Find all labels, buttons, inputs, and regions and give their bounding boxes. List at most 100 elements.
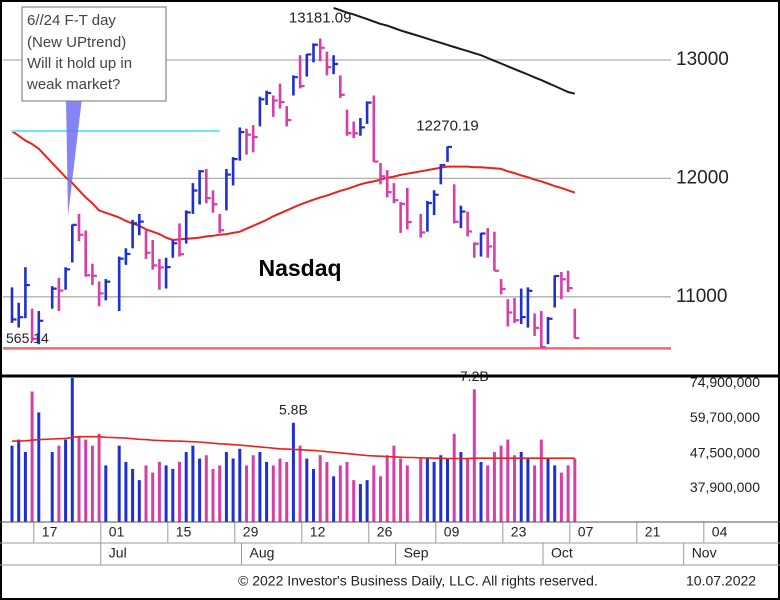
- volume-average: [12, 435, 575, 460]
- x-tick-label: 15: [176, 524, 192, 540]
- volume-bar: [553, 465, 557, 522]
- copyright: © 2022 Investor's Business Daily, LLC. A…: [238, 573, 598, 589]
- volume-panel: [10, 378, 577, 522]
- volume-bar: [37, 412, 41, 522]
- note-line: Will it hold up in: [27, 55, 132, 72]
- volume-bar: [365, 480, 369, 522]
- volume-bar: [392, 445, 396, 522]
- volume-bar: [90, 445, 94, 522]
- volume-label: 5.8B: [279, 401, 308, 417]
- volume-bar: [379, 476, 382, 522]
- volume-bar: [526, 458, 530, 522]
- volume-bar: [198, 458, 202, 522]
- y2-tick-label: 59,700,000: [690, 409, 760, 425]
- volume-bar: [305, 458, 309, 522]
- volume-bar: [318, 455, 322, 522]
- volume-bar: [50, 451, 54, 522]
- volume-bar: [439, 455, 443, 522]
- volume-bar: [479, 461, 483, 522]
- footer-date: 10.07.2022: [686, 573, 756, 589]
- x-tick-label: 04: [712, 524, 728, 540]
- volume-bar: [70, 378, 74, 522]
- volume-bar: [345, 461, 349, 522]
- volume-bar: [492, 451, 496, 522]
- volume-bar: [10, 445, 14, 522]
- volume-bar: [30, 391, 34, 522]
- volume-bar: [238, 448, 242, 522]
- volume-bar: [519, 451, 523, 522]
- volume-bar: [425, 458, 429, 522]
- volume-bar: [506, 439, 510, 522]
- volume-bar: [499, 445, 503, 522]
- x-tick-label: 09: [444, 524, 460, 540]
- volume-bar: [405, 465, 409, 522]
- volume-bar: [312, 468, 315, 522]
- y-tick-label: 12000: [676, 167, 729, 188]
- y-tick-label: 11000: [676, 286, 727, 307]
- volume-bar: [124, 461, 128, 522]
- volume-bar: [184, 451, 188, 522]
- volume-bar: [559, 472, 563, 522]
- x-tick-label: 21: [645, 524, 661, 540]
- x-tick-label: 01: [109, 524, 125, 540]
- x-tick-label: 07: [578, 524, 594, 540]
- level-label: 565.14: [6, 330, 49, 346]
- volume-bar: [452, 433, 456, 522]
- month-label: Aug: [250, 545, 275, 561]
- volume-bar: [17, 439, 21, 522]
- volume-bar: [385, 455, 389, 522]
- note-box: [21, 6, 167, 102]
- volume-bar: [573, 458, 577, 522]
- volume-bar: [332, 476, 336, 522]
- volume-bar: [265, 461, 269, 522]
- volume-bar: [157, 461, 161, 522]
- volume-bar: [131, 468, 135, 522]
- volume-bar: [97, 433, 101, 522]
- y2-tick-label: 37,900,000: [690, 479, 760, 495]
- note-line: 6//24 F-T day: [27, 12, 116, 29]
- volume-bar: [399, 458, 403, 522]
- volume-bar: [419, 458, 423, 522]
- volume-bar: [446, 458, 449, 522]
- note-line: weak market?: [26, 76, 120, 93]
- volume-bar: [546, 458, 550, 522]
- volume-bar: [486, 465, 490, 522]
- volume-bar: [566, 465, 570, 522]
- volume-bar: [513, 455, 516, 522]
- volume-bar: [372, 465, 376, 522]
- volume-bar: [285, 461, 289, 522]
- volume-bar: [338, 465, 342, 522]
- volume-bar: [358, 484, 362, 522]
- month-label: Sep: [404, 545, 429, 561]
- volume-bar: [539, 439, 543, 522]
- volume-bar: [291, 422, 295, 522]
- volume-bar: [251, 455, 255, 522]
- volume-bar: [191, 445, 195, 522]
- volume-bar: [258, 451, 262, 522]
- volume-bar: [325, 461, 329, 522]
- volume-bar: [231, 458, 235, 522]
- volume-bar: [137, 480, 141, 522]
- x-tick-label: 23: [511, 524, 527, 540]
- month-label: Jul: [109, 545, 127, 561]
- month-label: Nov: [692, 545, 717, 561]
- note-line: (New UPtrend): [27, 34, 126, 51]
- volume-bar: [245, 465, 248, 522]
- x-tick-label: 26: [377, 524, 393, 540]
- volume-bar: [211, 468, 215, 522]
- y2-tick-label: 74,900,000: [690, 374, 760, 390]
- volume-bar: [224, 451, 228, 522]
- volume-bar: [271, 465, 275, 522]
- ma-line: [333, 6, 576, 95]
- volume-bar: [204, 455, 208, 522]
- x-tick-label: 17: [42, 524, 58, 540]
- volume-bar: [178, 461, 181, 522]
- ma-line: [11, 130, 576, 242]
- volume-bar: [57, 445, 61, 522]
- volume-bar: [117, 445, 121, 522]
- volume-bar: [352, 480, 356, 522]
- volume-bar: [298, 445, 302, 522]
- volume-bar: [459, 451, 463, 522]
